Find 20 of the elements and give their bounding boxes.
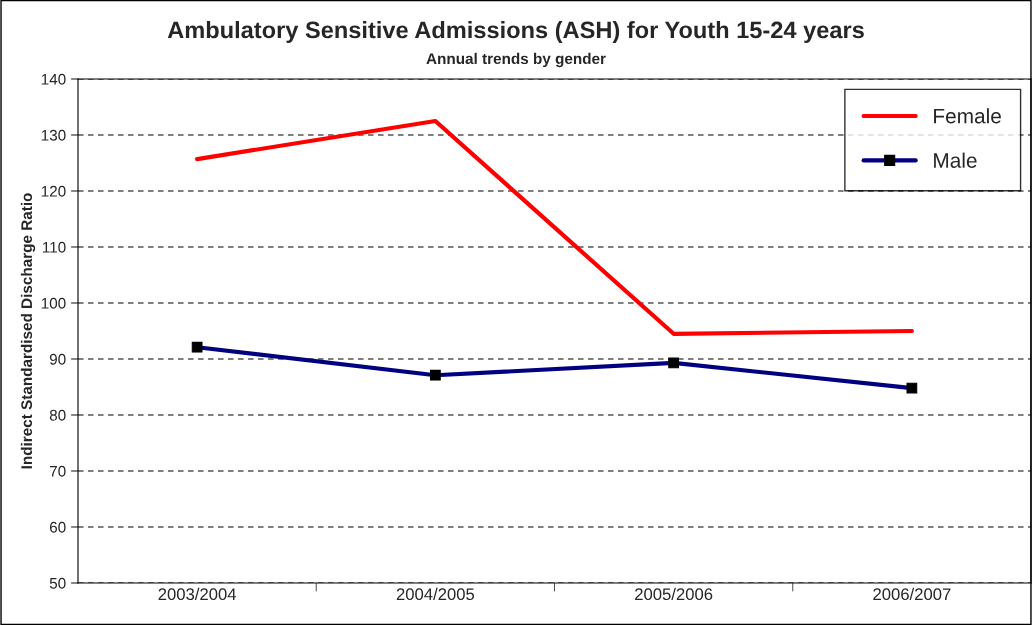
y-axis-title: Indirect Standardised Discharge Ratio — [20, 193, 36, 469]
y-tick-label: 130 — [41, 129, 66, 141]
y-tick-label: 60 — [49, 521, 66, 533]
chart-subtitle: Annual trends by gender — [426, 52, 606, 68]
y-tick-label: 70 — [49, 465, 66, 477]
x-tick-label: 2006/2007 — [873, 587, 951, 601]
y-tick-label: 100 — [41, 297, 66, 309]
chart-title: Ambulatory Sensitive Admissions (ASH) for Youth 15-24 years — [167, 21, 864, 43]
legend-label: Female — [934, 108, 1001, 124]
y-tick-label: 120 — [41, 185, 66, 197]
y-tick-label: 110 — [43, 241, 66, 253]
y-tick-label: 50 — [49, 577, 66, 589]
y-tick-label: 80 — [49, 409, 66, 421]
y-tick-label: 140 — [41, 73, 66, 85]
line-series — [195, 118, 914, 336]
x-tick-label: 2003/2004 — [158, 587, 237, 601]
x-tick-label: 2005/2006 — [635, 587, 713, 601]
x-tick-label: 2004/2005 — [396, 587, 475, 601]
y-tick-label: 90 — [49, 353, 66, 365]
legend-label: Male — [934, 152, 977, 168]
